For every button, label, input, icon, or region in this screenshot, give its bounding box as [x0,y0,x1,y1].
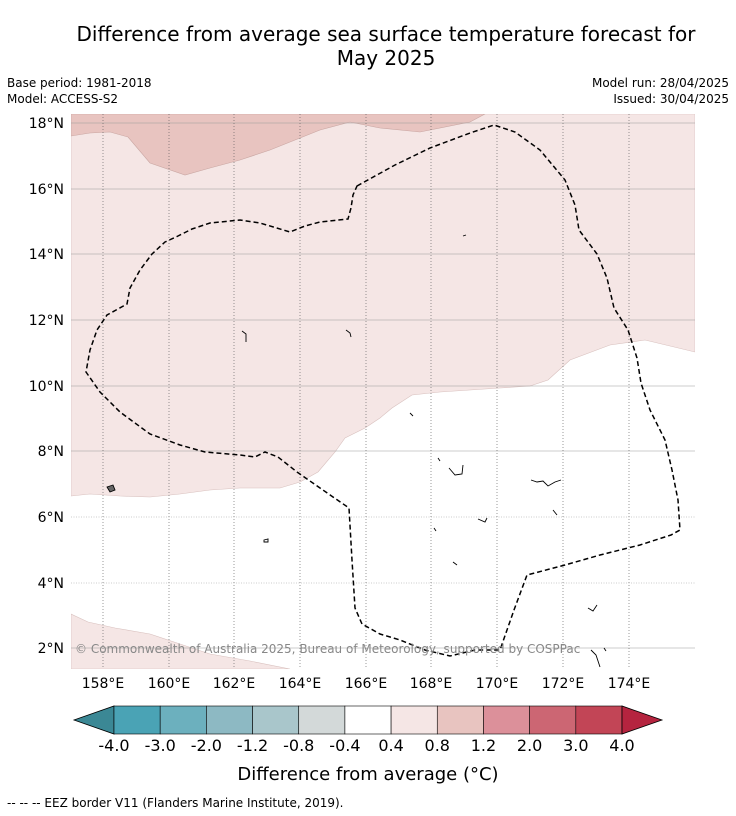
lat-label: 18°N [29,116,64,132]
lon-axis-labels: 158°E 160°E 162°E 164°E 166°E 168°E 170°… [82,676,651,692]
colorbar-segment [344,705,392,735]
colorbar-max-arrow [621,705,664,735]
lon-label: 164°E [279,676,322,692]
colorbar-segment [298,705,346,735]
colorbar-tick-label: 2.0 [517,736,542,755]
title-line-1: Difference from average sea surface temp… [76,22,696,46]
colorbar: -4.0 -3.0 -2.0 -1.2 -0.8 -0.4 0.4 0.8 1.2 2.0 3.0 4… [72,705,664,755]
meta-left: Base period: 1981-2018 Model: ACCESS-S2 [7,75,152,107]
lat-label: 2°N [38,641,64,657]
lat-label: 6°N [38,510,64,526]
colorbar-segment [159,705,207,735]
eez-border [85,124,681,657]
islands [106,234,607,668]
lat-axis-labels: 18°N 16°N 14°N 12°N 10°N 8°N 6°N 4°N 2°N [29,116,64,657]
eez-legend: -- -- -- EEZ border V11 (Flanders Marine… [7,796,344,810]
model-run: Model run: 28/04/2025 [591,76,729,90]
meta-right: Model run: 28/04/2025 Issued: 30/04/2025 [592,75,729,107]
colorbar-tick-label: -2.0 [191,736,222,755]
lat-label: 16°N [29,182,64,198]
colorbar-tick-label: 4.0 [609,736,634,755]
colorbar-tick-label: 0.4 [378,736,403,755]
colorbar-segment [252,705,300,735]
copyright-notice: © Commonwealth of Australia 2025, Bureau… [75,642,580,656]
lat-label: 12°N [29,313,64,329]
base-period: Base period: 1981-2018 [7,76,152,90]
colorbar-segment [113,705,161,735]
colorbar-tick-label: -0.4 [329,736,360,755]
chart-title: Difference from average sea surface temp… [40,22,732,70]
lon-label: 174°E [608,676,651,692]
map-plot [71,114,695,669]
lon-label: 158°E [82,676,125,692]
lat-label: 14°N [29,247,64,263]
colorbar-segment [529,705,577,735]
lon-gridlines [102,114,630,669]
lon-label: 172°E [542,676,585,692]
colorbar-tick-label: 1.2 [471,736,496,755]
lat-label: 8°N [38,444,64,460]
lat-label: 10°N [29,379,64,395]
colorbar-tick-label: 3.0 [563,736,588,755]
anomaly-region-0.8-1.2 [71,114,486,176]
colorbar-tick-label: -0.8 [283,736,314,755]
lat-label: 4°N [38,576,64,592]
issued-date: Issued: 30/04/2025 [613,92,729,106]
colorbar-label: Difference from average (°C) [237,764,498,785]
lon-label: 160°E [148,676,191,692]
anomaly-region-bottom-left [71,613,291,669]
lon-label: 162°E [213,676,256,692]
lon-label: 166°E [345,676,388,692]
lon-label: 168°E [410,676,453,692]
title-line-2: May 2025 [336,46,436,70]
colorbar-segment [436,705,484,735]
colorbar-segment [390,705,438,735]
colorbar-tick-label: -4.0 [98,736,129,755]
anomaly-region-0.4-0.8 [71,114,695,498]
colorbar-segment [206,705,253,735]
colorbar-segment [575,705,623,735]
lat-gridlines [71,122,695,649]
colorbar-tick-label: 0.8 [425,736,450,755]
colorbar-segment [483,705,530,735]
lon-label: 170°E [476,676,519,692]
model-name: Model: ACCESS-S2 [7,92,119,106]
colorbar-tick-label: -1.2 [237,736,268,755]
colorbar-min-arrow [72,705,115,735]
colorbar-tick-label: -3.0 [145,736,176,755]
